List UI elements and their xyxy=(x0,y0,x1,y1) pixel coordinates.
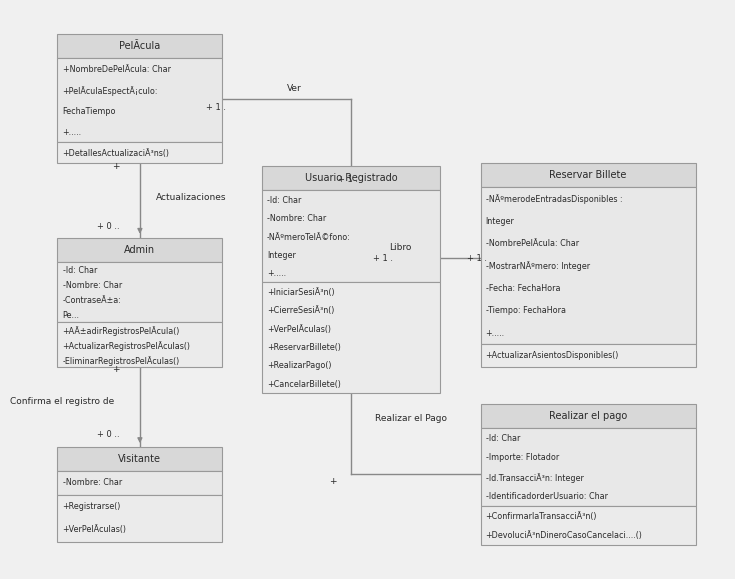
Text: -Id: Char: -Id: Char xyxy=(62,266,97,276)
Bar xyxy=(57,238,222,262)
Bar xyxy=(481,188,696,345)
Text: -NombrePelÃcula: Char: -NombrePelÃcula: Char xyxy=(486,239,578,248)
Text: +PelÃculaEspectÃ¡culo:: +PelÃculaEspectÃ¡culo: xyxy=(62,86,158,96)
Text: +CancelarBillete(): +CancelarBillete() xyxy=(267,380,341,389)
Text: Admin: Admin xyxy=(124,245,155,255)
Text: +.....: +..... xyxy=(486,329,505,338)
Text: +NombreDePelÃcula: Char: +NombreDePelÃcula: Char xyxy=(62,65,171,74)
Bar xyxy=(481,404,696,428)
Text: FechaTiempo: FechaTiempo xyxy=(62,107,116,116)
Text: -Tiempo: FechaHora: -Tiempo: FechaHora xyxy=(486,306,566,316)
Text: +ActualizarAsientosDisponibles(): +ActualizarAsientosDisponibles() xyxy=(486,351,619,360)
Text: +.....: +..... xyxy=(267,269,286,278)
Bar xyxy=(57,58,222,142)
Text: -Fecha: FechaHora: -Fecha: FechaHora xyxy=(486,284,560,293)
Bar xyxy=(262,190,440,283)
Text: +ActualizarRegistrosPelÃculas(): +ActualizarRegistrosPelÃculas() xyxy=(62,342,190,351)
Text: + 0 ..: + 0 .. xyxy=(97,222,120,231)
Text: -Id: Char: -Id: Char xyxy=(267,196,301,205)
Text: -Importe: Flotador: -Importe: Flotador xyxy=(486,453,559,463)
Bar xyxy=(481,345,696,367)
Text: -MostrarNÃºmero: Integer: -MostrarNÃºmero: Integer xyxy=(486,262,589,272)
Text: +Registrarse(): +Registrarse() xyxy=(62,502,121,511)
Text: + 1 .: + 1 . xyxy=(467,254,487,263)
Text: PelÃcula: PelÃcula xyxy=(119,41,160,52)
Text: +: + xyxy=(112,162,120,171)
Text: -EliminarRegistrosPelÃculas(): -EliminarRegistrosPelÃculas() xyxy=(62,357,180,367)
Bar xyxy=(57,495,222,542)
Text: Integer: Integer xyxy=(267,251,295,260)
Text: Libro: Libro xyxy=(389,243,412,252)
Bar xyxy=(57,322,222,367)
Text: -Id: Char: -Id: Char xyxy=(486,434,520,443)
Bar xyxy=(481,506,696,545)
Bar xyxy=(57,471,222,495)
Text: +RealizarPago(): +RealizarPago() xyxy=(267,361,331,371)
Text: +CierreSesiÃ³n(): +CierreSesiÃ³n() xyxy=(267,306,334,315)
Text: + 1 .: + 1 . xyxy=(373,254,393,263)
Bar xyxy=(481,428,696,506)
Text: + 0 ..: + 0 .. xyxy=(97,430,120,438)
Text: + 1 .: + 1 . xyxy=(206,103,226,112)
Text: -ContraseÃ±a:: -ContraseÃ±a: xyxy=(62,296,121,306)
Text: +VerPelÃculas(): +VerPelÃculas() xyxy=(62,525,126,534)
Text: Ver: Ver xyxy=(287,84,302,93)
Text: Confirma el registro de: Confirma el registro de xyxy=(10,397,115,406)
Bar xyxy=(57,262,222,322)
Bar xyxy=(57,142,222,163)
Text: Integer: Integer xyxy=(486,217,514,226)
Text: -Nombre: Char: -Nombre: Char xyxy=(62,281,122,291)
Bar xyxy=(481,163,696,188)
Text: Actualizaciones: Actualizaciones xyxy=(156,193,226,202)
Text: +DetallesActualizaciÃ³ns(): +DetallesActualizaciÃ³ns() xyxy=(62,149,170,157)
Bar xyxy=(262,166,440,190)
Text: +: + xyxy=(112,365,120,374)
Bar xyxy=(57,34,222,58)
Text: Usuario Registrado: Usuario Registrado xyxy=(305,173,398,183)
Text: +DevoluciÃ³nDineroCasoCancelaci....(): +DevoluciÃ³nDineroCasoCancelaci....() xyxy=(486,531,642,540)
Text: +AÃ±adirRegistrosPelÃcula(): +AÃ±adirRegistrosPelÃcula() xyxy=(62,327,180,336)
Text: +.....: +..... xyxy=(62,127,82,137)
Text: +ReservarBillete(): +ReservarBillete() xyxy=(267,343,341,352)
Text: +ConfirmarlaTransacciÃ³n(): +ConfirmarlaTransacciÃ³n() xyxy=(486,512,597,521)
Text: +IniciarSesiÃ³n(): +IniciarSesiÃ³n() xyxy=(267,288,334,297)
Text: +: + xyxy=(329,477,337,486)
Text: Pe...: Pe... xyxy=(62,312,79,320)
Text: Realizar el Pago: Realizar el Pago xyxy=(375,414,447,423)
Text: -NÃºmeroTelÃ©fono:: -NÃºmeroTelÃ©fono: xyxy=(267,233,351,241)
Text: -IdentificadorderUsuario: Char: -IdentificadorderUsuario: Char xyxy=(486,492,608,501)
Text: Visitante: Visitante xyxy=(118,455,161,464)
Text: Realizar el pago: Realizar el pago xyxy=(549,411,627,422)
Text: + 1 .: + 1 . xyxy=(338,175,359,184)
Text: -Id.TransacciÃ³n: Integer: -Id.TransacciÃ³n: Integer xyxy=(486,473,584,483)
Bar xyxy=(262,283,440,393)
Text: +VerPelÃculas(): +VerPelÃculas() xyxy=(267,325,331,334)
Text: Reservar Billete: Reservar Billete xyxy=(550,170,627,181)
Text: -Nombre: Char: -Nombre: Char xyxy=(62,478,122,488)
Bar xyxy=(57,447,222,471)
Text: -NÃºmerodeEntradasDisponibles :: -NÃºmerodeEntradasDisponibles : xyxy=(486,194,623,204)
Text: -Nombre: Char: -Nombre: Char xyxy=(267,214,326,223)
